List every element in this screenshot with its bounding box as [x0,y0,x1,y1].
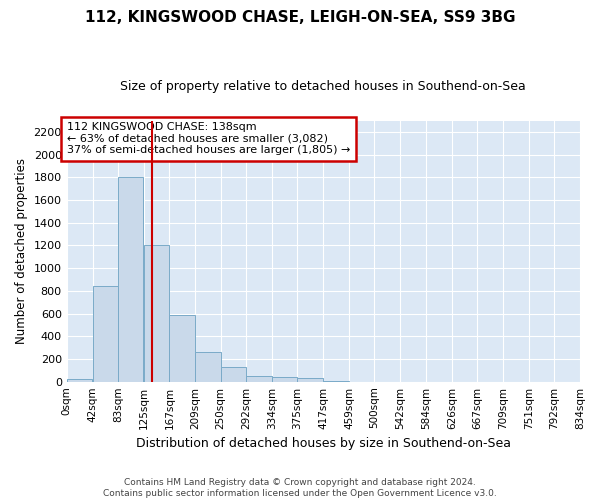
Bar [143,246,169,382]
Bar [67,379,92,382]
Bar [92,286,118,382]
Bar [247,376,272,382]
Bar [323,380,349,382]
Text: 112 KINGSWOOD CHASE: 138sqm
← 63% of detached houses are smaller (3,082)
37% of : 112 KINGSWOOD CHASE: 138sqm ← 63% of det… [67,122,350,156]
Bar [298,378,323,382]
Text: Contains HM Land Registry data © Crown copyright and database right 2024.
Contai: Contains HM Land Registry data © Crown c… [103,478,497,498]
Title: Size of property relative to detached houses in Southend-on-Sea: Size of property relative to detached ho… [121,80,526,93]
X-axis label: Distribution of detached houses by size in Southend-on-Sea: Distribution of detached houses by size … [136,437,511,450]
Bar [169,314,194,382]
Text: 112, KINGSWOOD CHASE, LEIGH-ON-SEA, SS9 3BG: 112, KINGSWOOD CHASE, LEIGH-ON-SEA, SS9 … [85,10,515,25]
Bar [118,178,143,382]
Bar [272,376,298,382]
Bar [196,352,221,382]
Bar [221,368,246,382]
Y-axis label: Number of detached properties: Number of detached properties [15,158,28,344]
